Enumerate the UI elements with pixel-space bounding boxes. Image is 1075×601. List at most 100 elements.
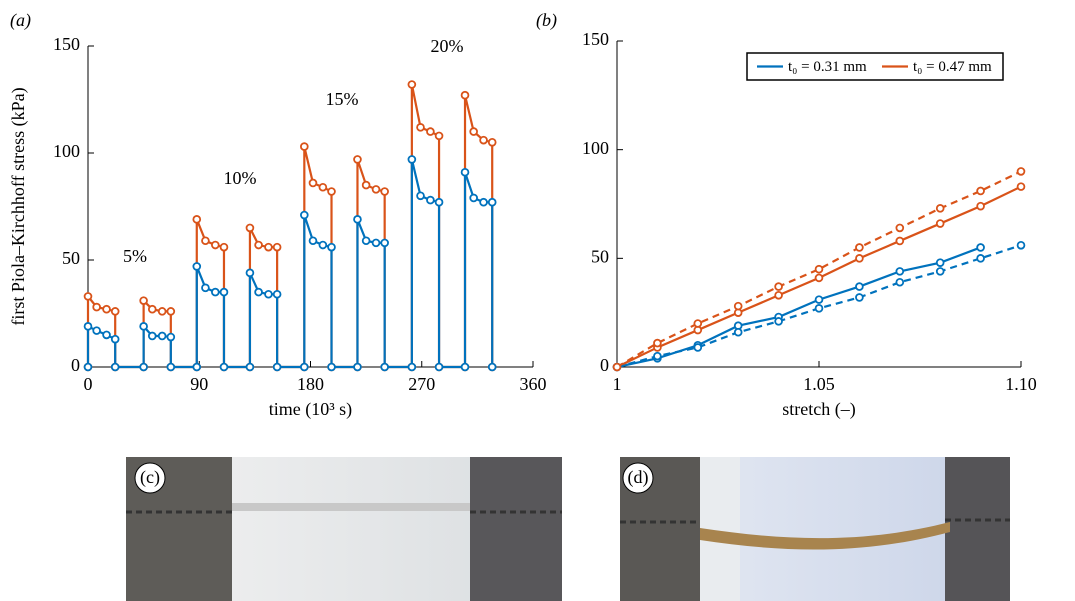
data-point <box>774 290 783 300</box>
x-tick-label: 360 <box>520 374 547 394</box>
y-tick-label: 150 <box>53 34 80 54</box>
data-point <box>192 362 202 372</box>
data-point <box>407 80 417 89</box>
y-tick-label: 150 <box>582 29 609 49</box>
data-point <box>612 362 622 372</box>
data-point <box>92 302 101 312</box>
data-point <box>814 273 824 283</box>
y-tick-label: 50 <box>62 248 80 268</box>
data-point <box>895 277 905 287</box>
data-point <box>272 242 282 252</box>
data-point <box>264 289 273 299</box>
panel-label: (b) <box>536 10 557 31</box>
data-point <box>1016 182 1026 191</box>
x-axis-label: time (10³ s) <box>269 399 352 420</box>
data-point <box>416 123 425 132</box>
data-point <box>308 178 318 188</box>
data-point <box>935 267 945 276</box>
data-point <box>245 268 255 278</box>
x-tick-label: 180 <box>297 374 324 394</box>
data-point <box>434 197 444 207</box>
data-point <box>147 304 157 314</box>
data-point <box>139 322 148 331</box>
data-point <box>166 362 176 372</box>
data-point <box>83 292 93 301</box>
data-point <box>469 127 478 136</box>
data-point <box>693 319 703 328</box>
legend-box <box>746 52 1004 81</box>
legend-label: t₀ = 0.31 mm <box>788 59 867 75</box>
x-tick-label: 1 <box>613 374 622 394</box>
annotation: 20% <box>431 36 464 56</box>
data-point <box>976 186 985 196</box>
data-point <box>469 193 478 203</box>
data-point <box>327 187 336 196</box>
data-point <box>733 327 743 337</box>
data-point <box>201 236 210 246</box>
data-point <box>460 362 470 372</box>
data-point <box>327 362 336 372</box>
data-point <box>192 215 202 224</box>
data-point <box>361 236 371 246</box>
data-point <box>110 307 120 316</box>
data-point <box>300 362 309 372</box>
data-point <box>855 254 864 263</box>
data-point <box>653 338 662 348</box>
data-point <box>92 326 101 335</box>
data-point <box>733 301 743 311</box>
data-point <box>460 90 470 100</box>
data-point <box>308 236 318 246</box>
data-point <box>855 282 864 291</box>
data-point <box>693 343 703 352</box>
data-point <box>272 362 282 372</box>
y-tick-label: 0 <box>71 355 80 375</box>
data-point <box>487 362 497 372</box>
panel-label: (a) <box>10 10 31 31</box>
data-point <box>855 293 864 302</box>
data-point <box>245 362 255 372</box>
data-point <box>211 240 220 250</box>
data-point <box>416 191 425 201</box>
photo-c: (c) <box>126 457 562 601</box>
data-point <box>110 362 120 372</box>
data-point <box>460 167 470 177</box>
data-point <box>110 334 120 344</box>
data-point <box>264 242 273 252</box>
data-point <box>157 307 167 316</box>
data-point <box>219 242 229 252</box>
data-point <box>139 296 148 305</box>
x-tick-label: 270 <box>408 374 435 394</box>
series-line <box>616 170 1022 368</box>
annotation: 10% <box>224 168 257 188</box>
data-point <box>166 307 176 316</box>
data-point <box>353 362 362 372</box>
data-point <box>407 155 417 164</box>
y-tick-label: 50 <box>591 246 609 266</box>
data-point <box>855 243 864 252</box>
data-point <box>426 195 435 205</box>
data-point <box>318 182 328 192</box>
data-point <box>157 331 167 341</box>
data-point <box>814 295 824 304</box>
y-tick-label: 100 <box>53 141 80 161</box>
data-point <box>219 287 229 297</box>
data-point <box>774 317 783 326</box>
data-point <box>479 135 488 145</box>
data-point <box>147 331 157 341</box>
data-point <box>361 180 371 190</box>
data-point <box>201 283 210 293</box>
data-point <box>487 197 497 207</box>
series-line <box>616 246 981 369</box>
data-point <box>102 330 111 340</box>
data-point <box>1016 240 1026 250</box>
data-point <box>371 238 381 248</box>
photo-label: (c) <box>140 467 160 488</box>
data-point <box>895 223 905 233</box>
data-point <box>254 287 263 297</box>
data-point <box>1016 167 1026 176</box>
data-point <box>895 267 905 276</box>
annotation: 5% <box>123 246 147 266</box>
data-point <box>272 289 282 299</box>
data-point <box>814 264 824 274</box>
